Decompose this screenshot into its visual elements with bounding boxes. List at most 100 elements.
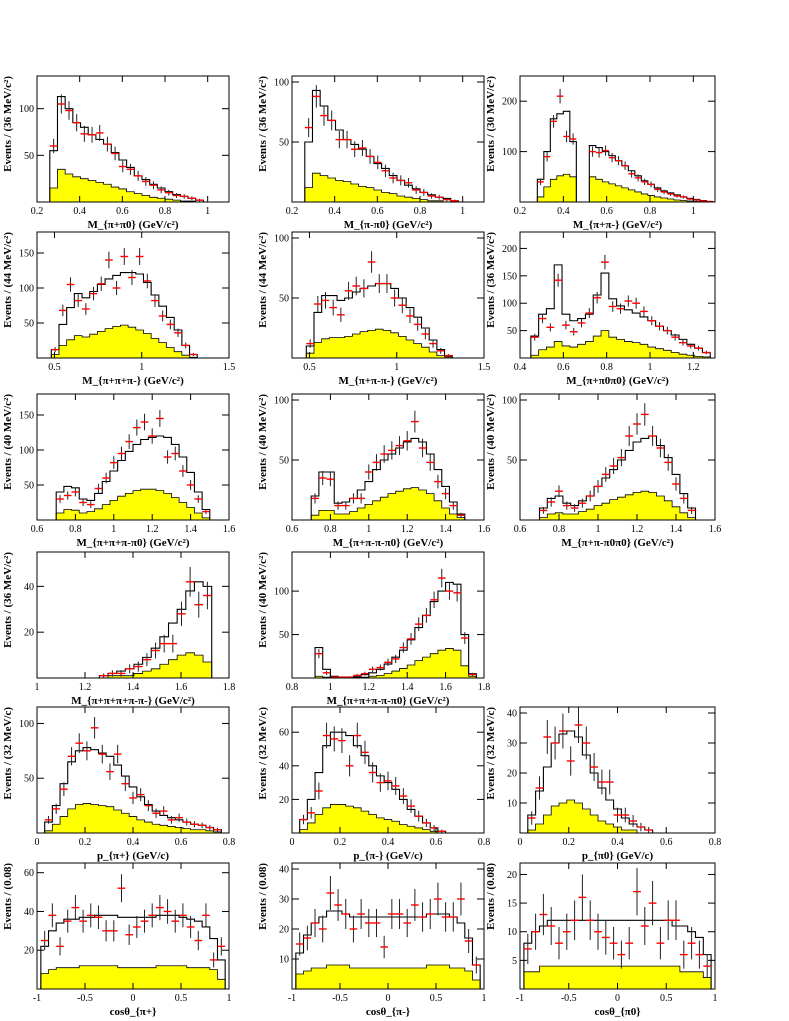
y-tick-label: 5: [512, 956, 517, 967]
data-points: [306, 251, 453, 358]
data-point: [633, 413, 641, 435]
background-histogram: [299, 804, 446, 834]
data-point: [406, 308, 414, 324]
data-point: [109, 456, 118, 469]
data-point: [360, 279, 368, 298]
data-point: [426, 454, 435, 471]
data-point: [381, 164, 390, 177]
data-point: [535, 776, 544, 800]
data-point: [63, 909, 72, 933]
data-point: [679, 493, 688, 504]
data-point: [679, 940, 688, 969]
x-tick-label: 1: [596, 524, 601, 535]
data-point: [594, 913, 602, 950]
y-tick-label: 100: [274, 587, 289, 598]
y-tick-label: 20: [507, 870, 517, 881]
plot-frame: [291, 393, 485, 521]
data-point: [637, 822, 645, 832]
data-point: [613, 807, 622, 823]
y-tick-label: 100: [19, 446, 34, 457]
x-tick-label: 0.6: [430, 837, 443, 848]
data-point: [569, 133, 577, 145]
data-point: [195, 198, 204, 202]
data-point: [384, 771, 392, 791]
y-tick-label: 20: [507, 769, 517, 780]
data-point: [562, 913, 571, 950]
x-tick-label: 0.8: [478, 837, 491, 848]
data-point: [345, 755, 354, 777]
x-tick-label: 0.6: [175, 837, 188, 848]
data-point: [609, 457, 618, 475]
data-point: [143, 273, 152, 289]
data-point: [40, 930, 49, 951]
data-point: [686, 343, 695, 349]
data-point: [372, 908, 381, 938]
data-point: [472, 956, 481, 974]
x-tick-label: 0.5: [660, 993, 673, 1004]
data-point: [570, 504, 579, 512]
data-point: [113, 744, 122, 764]
data-point: [142, 653, 152, 667]
data-point: [555, 485, 563, 498]
data-point: [403, 908, 412, 938]
data-point: [172, 192, 181, 198]
data-point: [171, 446, 180, 461]
data-point: [441, 487, 450, 500]
x-tick-label: 1: [328, 682, 333, 693]
data-point: [203, 581, 212, 610]
data-point: [128, 269, 136, 286]
x-tick-label: 0.5: [175, 993, 188, 1004]
y-axis-label: Events / (32 MeV/c): [485, 707, 497, 800]
data-points: [49, 94, 204, 202]
data-point: [648, 425, 657, 447]
data-point: [98, 744, 107, 764]
y-axis-label: Events / (36 MeV/c²): [2, 76, 14, 172]
x-axis-label: M_{π+π-π0π0} (GeV/c²): [561, 537, 674, 549]
data-point: [350, 141, 359, 158]
data-point: [617, 940, 626, 969]
data-point: [380, 445, 388, 463]
data-point: [411, 889, 419, 921]
data-point: [157, 186, 165, 194]
data-point: [66, 277, 75, 292]
data-point: [63, 491, 72, 500]
x-tick-label: -1: [33, 993, 41, 1004]
x-axis-label: M_{π+π+π-π0} (GeV/c²): [76, 537, 189, 549]
data-point: [318, 470, 327, 486]
data-point: [60, 782, 68, 797]
data-point: [383, 274, 391, 294]
data-point: [148, 903, 157, 928]
data-point: [608, 152, 616, 163]
data-point: [190, 821, 199, 828]
y-tick-label: 50: [279, 138, 289, 149]
data-point: [445, 582, 454, 600]
plot-frame: [519, 231, 716, 359]
data-point: [543, 720, 552, 754]
mc-total-histogram: [538, 435, 697, 520]
data-point: [194, 591, 204, 618]
data-point: [667, 191, 674, 196]
data-point: [321, 292, 330, 309]
data-point: [582, 726, 591, 760]
x-tick-label: 1: [460, 206, 465, 217]
histogram-panel-9: 0.6 0.8 1 1.2 1.4 1.6 50 100 M_{π+π-π0π0} (GeV/c…: [485, 393, 722, 549]
data-point: [547, 907, 556, 945]
data-point: [457, 882, 465, 916]
data-point: [624, 295, 633, 307]
data-point: [167, 816, 176, 824]
data-point: [126, 163, 135, 175]
x-tick-label: 1.4: [127, 682, 140, 693]
data-point: [680, 195, 687, 199]
data-point: [149, 181, 158, 190]
x-tick-label: 0.2: [79, 837, 92, 848]
data-point: [434, 882, 442, 916]
x-tick-label: -0.5: [332, 993, 348, 1004]
data-point: [83, 741, 91, 761]
x-tick-label: 1: [111, 524, 116, 535]
x-tick-label: 1.6: [709, 524, 722, 535]
data-point: [694, 345, 703, 351]
x-axis-label: M_{π+π0π0} (GeV/c²): [566, 375, 669, 387]
data-point: [609, 926, 618, 960]
x-tick-label: 1: [35, 682, 40, 693]
x-tick-label: 0.8: [414, 206, 427, 217]
